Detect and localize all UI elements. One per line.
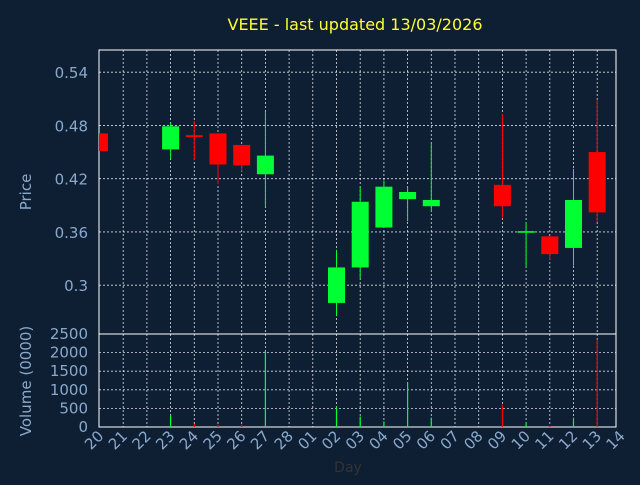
candle-body bbox=[233, 144, 251, 166]
candle-body bbox=[209, 133, 227, 165]
candle bbox=[209, 133, 227, 185]
volume-tick-label: 2000 bbox=[50, 344, 88, 362]
volume-tick-label: 0 bbox=[78, 418, 88, 436]
candle-body bbox=[256, 155, 274, 175]
candle-body bbox=[422, 199, 440, 207]
candle-body bbox=[493, 184, 511, 207]
price-tick-label: 0.42 bbox=[55, 171, 88, 189]
candle bbox=[588, 99, 606, 223]
candle bbox=[517, 222, 535, 268]
candle bbox=[541, 236, 559, 261]
candle bbox=[256, 111, 274, 208]
volume-panel-frame bbox=[98, 333, 617, 428]
candle bbox=[422, 143, 440, 212]
candle bbox=[399, 186, 417, 222]
candle bbox=[233, 144, 251, 172]
volume-bars bbox=[170, 339, 598, 427]
candle bbox=[328, 249, 345, 317]
candle-body bbox=[185, 135, 203, 137]
candle-body bbox=[399, 192, 417, 200]
x-tick-labels: 2021222324252627280102030405060708091011… bbox=[81, 427, 629, 453]
price-tick-label: 0.3 bbox=[64, 277, 88, 295]
price-axis-label: Price bbox=[17, 174, 35, 211]
volume-tick-label: 2500 bbox=[50, 325, 88, 343]
candle-body bbox=[162, 126, 180, 150]
chart-title: VEEE - last updated 13/03/2026 bbox=[228, 15, 483, 34]
volume-tick-label: 1000 bbox=[50, 381, 88, 399]
candle bbox=[375, 180, 393, 228]
candle bbox=[99, 133, 108, 152]
price-tick-labels: 0.54 0.48 0.42 0.36 0.3 bbox=[55, 64, 88, 295]
candle-body bbox=[565, 199, 582, 248]
volume-tick-label: 1500 bbox=[50, 362, 88, 380]
x-axis-label: Day bbox=[334, 460, 362, 476]
candle bbox=[493, 113, 511, 218]
price-tick-label: 0.54 bbox=[55, 64, 88, 82]
price-tick-label: 0.48 bbox=[55, 117, 88, 135]
candle bbox=[162, 122, 180, 160]
candle-body bbox=[541, 236, 559, 255]
volume-tick-label: 500 bbox=[59, 399, 88, 417]
candle-body bbox=[588, 152, 606, 213]
candle bbox=[351, 186, 369, 279]
candle bbox=[565, 168, 582, 266]
candle-body bbox=[328, 267, 345, 303]
candle-body bbox=[100, 133, 108, 152]
candles bbox=[99, 99, 606, 317]
candle-body bbox=[375, 186, 393, 228]
candle-body bbox=[351, 201, 369, 268]
candle bbox=[185, 121, 203, 161]
volume-axis-label: Volume (0000) bbox=[17, 326, 35, 436]
price-tick-label: 0.36 bbox=[55, 224, 88, 242]
